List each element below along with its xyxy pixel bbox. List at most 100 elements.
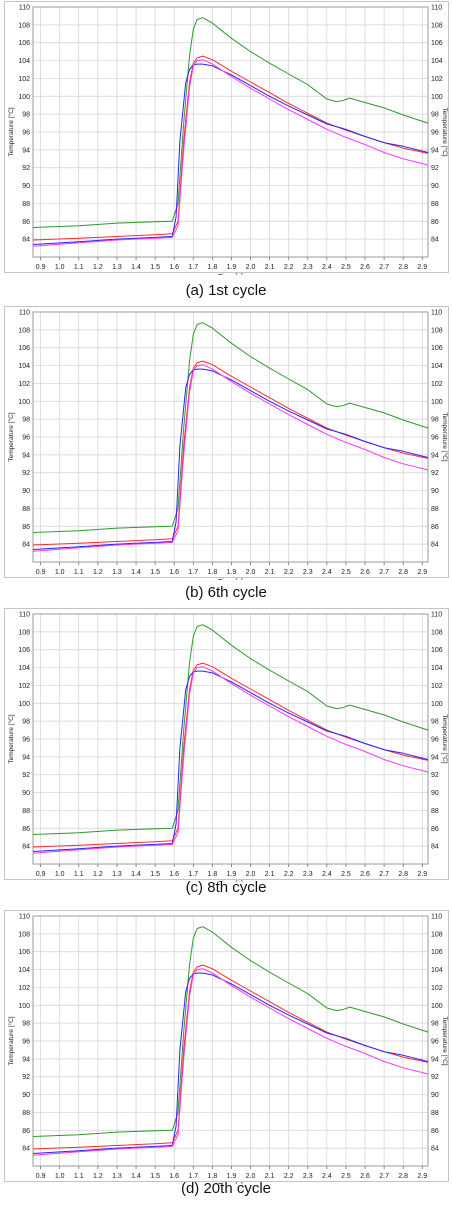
x-tick-label: 1.5 <box>150 569 160 576</box>
x-axis-label: Time [s] <box>218 274 243 275</box>
y-tick-label-right: 92 <box>431 470 439 477</box>
y-tick-label-right: 104 <box>431 363 443 370</box>
y-tick-label-right: 90 <box>431 1092 439 1099</box>
x-tick-label: 2.0 <box>246 871 256 878</box>
x-tick-label: 2.4 <box>322 264 332 271</box>
y-axis-label-left: Temperature [°C] <box>7 1016 15 1065</box>
y-tick-label-left: 100 <box>18 94 30 101</box>
x-tick-label: 2.4 <box>322 1173 332 1180</box>
y-axis-label-right: Temperature [°C] <box>441 714 449 763</box>
y-tick-label-right: 100 <box>431 1003 443 1010</box>
grid-group <box>33 311 428 562</box>
series-line-blue <box>32 368 429 550</box>
y-tick-label-left: 98 <box>22 112 30 119</box>
y-tick-label-left: 102 <box>18 985 30 992</box>
x-tick-label: 0.9 <box>36 264 46 271</box>
series-line-blue <box>32 670 429 852</box>
y-tick-label-left: 84 <box>22 1146 30 1153</box>
x-tick-label: 0.9 <box>36 871 46 878</box>
y-tick-label-right: 88 <box>431 201 439 208</box>
x-tick-label: 2.3 <box>303 871 313 878</box>
x-tick-label: 1.0 <box>55 1173 65 1180</box>
x-tick-label: 1.0 <box>55 871 65 878</box>
y-tick-label-left: 92 <box>22 772 30 779</box>
y-tick-label-right: 110 <box>431 310 442 317</box>
x-tick-label: 2.0 <box>246 1173 256 1180</box>
x-tick-label: 2.9 <box>417 1173 427 1180</box>
x-tick-label: 2.7 <box>379 1173 389 1180</box>
x-tick-label: 1.1 <box>74 569 84 576</box>
y-tick-label-right: 102 <box>431 76 443 83</box>
x-tick-label: 1.3 <box>112 1173 122 1180</box>
y-tick-label-left: 84 <box>22 237 30 244</box>
x-tick-label: 2.9 <box>417 264 427 271</box>
chart-caption-c: (c) 8th cycle <box>185 879 267 896</box>
y-axis-label-right: Temperature [°C] <box>441 1016 449 1065</box>
y-tick-label-right: 106 <box>431 647 443 654</box>
y-tick-label-left: 104 <box>18 967 30 974</box>
y-tick-label-left: 98 <box>22 719 30 726</box>
y-tick-label-right: 84 <box>431 237 439 244</box>
x-tick-label: 1.1 <box>74 264 84 271</box>
chart-panel-b: 0.9 1.0 1.1 1.2 1.3 1.4 1.5 1.6 1.7 1.8 1.9 2.0 2.1 2… <box>0 305 452 607</box>
y-tick-label-left: 94 <box>22 1056 30 1063</box>
grid-group <box>33 613 428 864</box>
x-tick-label: 1.8 <box>208 569 218 576</box>
x-tick-label: 2.8 <box>398 264 408 271</box>
y-tick-label-left: 102 <box>18 381 30 388</box>
y-tick-label-left: 110 <box>19 310 30 317</box>
y-tick-label-right: 96 <box>431 130 439 137</box>
plot-frame <box>32 915 429 1167</box>
chart-svg-d: 0.9 1.0 1.1 1.2 1.3 1.4 1.5 1.6 1.7 1.8 1.9 2.0 2.1 2… <box>4 910 449 1184</box>
x-tick-label: 1.2 <box>93 569 103 576</box>
y-tick-label-left: 90 <box>22 1092 30 1099</box>
y-tick-label-left: 108 <box>18 931 30 938</box>
y-tick-label-right: 106 <box>431 949 443 956</box>
outer-frame <box>4 608 449 880</box>
y-tick-label-left: 96 <box>22 130 30 137</box>
x-tick-label: 1.4 <box>131 264 141 271</box>
x-tick-label: 1.3 <box>112 871 122 878</box>
y-tick-label-right: 84 <box>431 1146 439 1153</box>
x-tick-label: 2.8 <box>398 871 408 878</box>
series-line-magenta <box>32 666 429 854</box>
chart-caption-d: (d) 20th cycle <box>180 1180 272 1197</box>
x-tick-label: 1.4 <box>131 1173 141 1180</box>
y-tick-label-right: 110 <box>431 612 442 619</box>
chart-panel-c: 0.9 1.0 1.1 1.2 1.3 1.4 1.5 1.6 1.7 1.8 1.9 2.0 2.1 2… <box>0 607 452 909</box>
y-tick-label-right: 90 <box>431 183 439 190</box>
y-tick-label-right: 98 <box>431 112 439 119</box>
series-line-red <box>32 360 429 546</box>
chart-svg-a: 0.9 1.0 1.1 1.2 1.3 1.4 1.5 1.6 1.7 1.8 1.9 2.0 2.1 2… <box>4 1 449 275</box>
y-tick-label-right: 108 <box>431 22 443 29</box>
y-tick-label-right: 92 <box>431 772 439 779</box>
x-tick-label: 1.5 <box>150 264 160 271</box>
y-tick-label-right: 92 <box>431 1074 439 1081</box>
y-tick-label-left: 104 <box>18 665 30 672</box>
y-tick-label-left: 92 <box>22 1074 30 1081</box>
chart-svg-c: 0.9 1.0 1.1 1.2 1.3 1.4 1.5 1.6 1.7 1.8 1.9 2.0 2.1 2… <box>4 608 449 882</box>
y-tick-label-left: 84 <box>22 542 30 549</box>
y-tick-label-right: 106 <box>431 40 443 47</box>
y-tick-label-right: 98 <box>431 1021 439 1028</box>
series-line-red <box>32 55 429 241</box>
x-tick-label: 2.0 <box>246 569 256 576</box>
y-axis-label-left: Temperature [°C] <box>7 714 15 763</box>
y-tick-label-right: 88 <box>431 1110 439 1117</box>
y-tick-label-right: 108 <box>431 931 443 938</box>
y-tick-label-left: 90 <box>22 790 30 797</box>
y-tick-label-left: 102 <box>18 76 30 83</box>
y-axis-label-left: Temperature [°C] <box>7 412 15 461</box>
x-axis-label: Time [s] <box>218 881 243 882</box>
x-tick-label: 2.2 <box>284 871 294 878</box>
y-tick-label-right: 94 <box>431 147 439 154</box>
y-tick-label-left: 100 <box>18 399 30 406</box>
x-tick-label: 1.3 <box>112 264 122 271</box>
x-axis-label: Time [s] <box>218 1183 243 1184</box>
x-tick-label: 1.8 <box>208 264 218 271</box>
x-tick-label: 2.3 <box>303 1173 313 1180</box>
y-tick-label-left: 90 <box>22 488 30 495</box>
x-tick-label: 2.2 <box>284 1173 294 1180</box>
chart-svg-b: 0.9 1.0 1.1 1.2 1.3 1.4 1.5 1.6 1.7 1.8 1.9 2.0 2.1 2… <box>4 306 449 580</box>
x-tick-label: 1.7 <box>188 569 198 576</box>
